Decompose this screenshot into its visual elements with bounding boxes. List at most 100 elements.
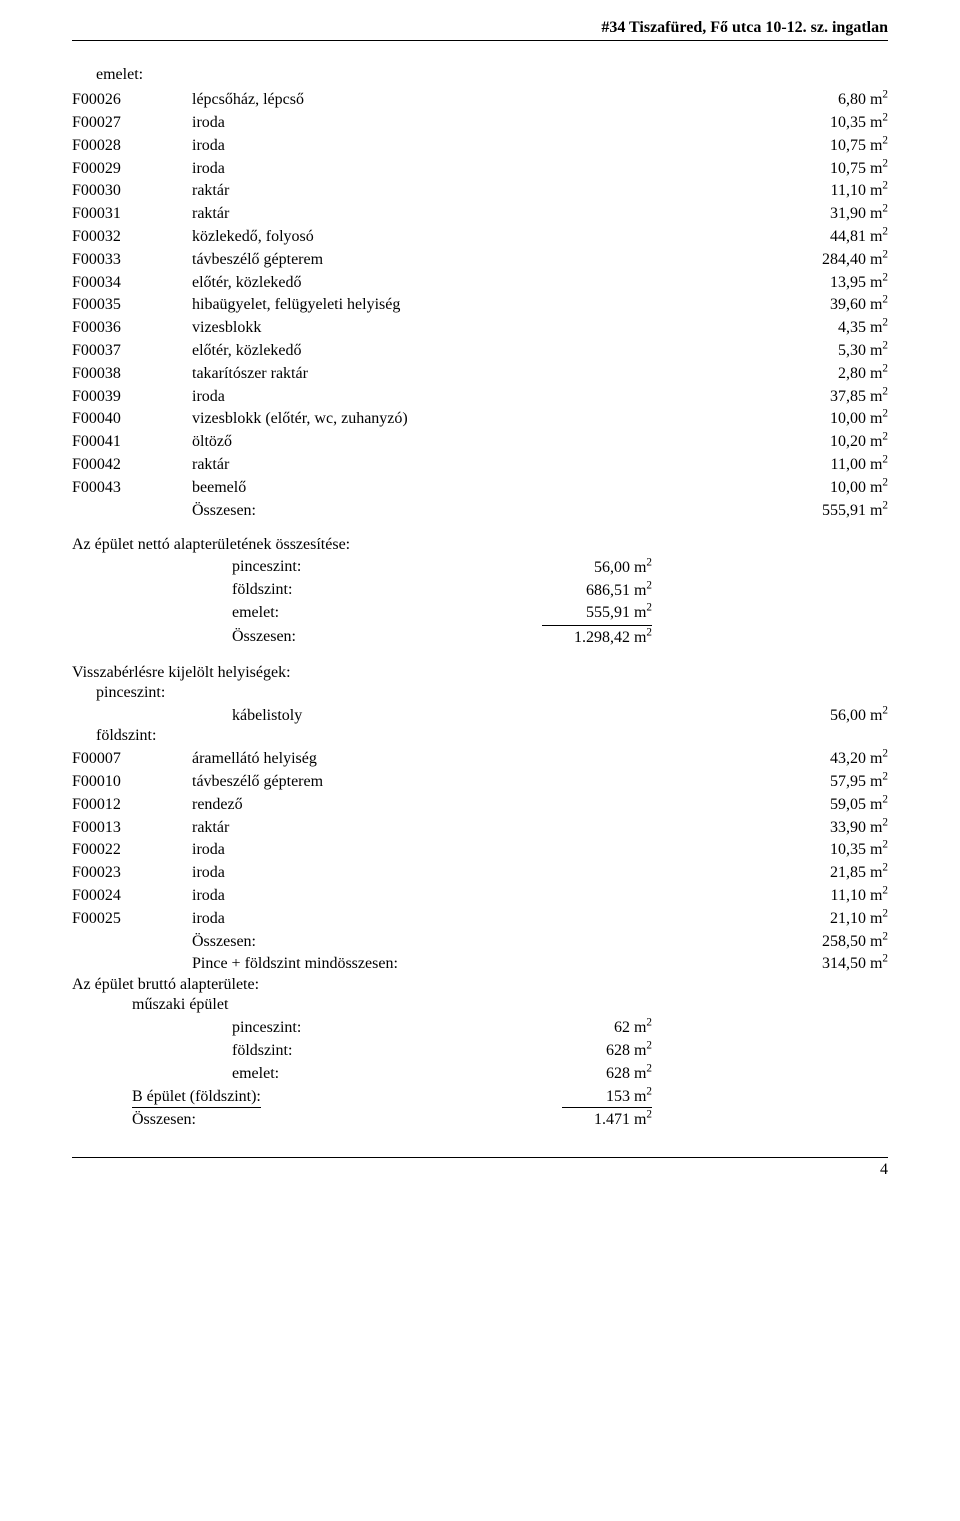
row-val: 10,75 m2 <box>758 156 888 179</box>
brutto-value: 628 m2 <box>507 1061 652 1084</box>
row-desc: iroda <box>192 838 758 861</box>
table-row: F00043beemelő10,00 m2 <box>72 475 888 498</box>
brutto-total-label: Összesen: <box>72 1108 507 1131</box>
brutto-b-row: B épület (földszint):153 m2 <box>72 1084 652 1108</box>
summary-label: földszint: <box>232 578 472 601</box>
table-row: F00029iroda10,75 m2 <box>72 156 888 179</box>
table-row: F00032közlekedő, folyosó44,81 m2 <box>72 225 888 248</box>
row-val: 6,80 m2 <box>758 88 888 111</box>
row-code: F00023 <box>72 861 192 884</box>
table-row: F00022iroda10,35 m2 <box>72 838 888 861</box>
row-val: 21,85 m2 <box>758 861 888 884</box>
summary-row: Összesen:1.298,42 m2 <box>232 626 652 649</box>
row-desc: távbeszélő gépterem <box>192 248 758 271</box>
row-code: F00041 <box>72 430 192 453</box>
row-val: 11,10 m2 <box>758 179 888 202</box>
pince-row-val: 56,00 <box>830 707 866 724</box>
section-emelet-label: emelet: <box>96 65 888 85</box>
total-label: Összesen: <box>192 498 758 521</box>
table-row: F00025iroda21,10 m2 <box>72 907 888 930</box>
row-val: 43,20 m2 <box>758 747 888 770</box>
table-total-row: Összesen:555,91 m2 <box>72 498 888 521</box>
row-code: F00026 <box>72 88 192 111</box>
summary-label: pinceszint: <box>232 556 472 579</box>
summary-label: emelet: <box>232 601 472 626</box>
row-desc: hibaügyelet, felügyeleti helyiség <box>192 293 758 316</box>
table-row: F00042raktár11,00 m2 <box>72 453 888 476</box>
row-desc: beemelő <box>192 475 758 498</box>
brutto-table: pinceszint:62 m2földszint:628 m2emelet:6… <box>72 1016 652 1131</box>
row-val: 31,90 m2 <box>758 202 888 225</box>
row-code: F00010 <box>72 770 192 793</box>
summary-value: 686,51 m2 <box>472 578 652 601</box>
table-row: F00039iroda37,85 m2 <box>72 384 888 407</box>
row-val: 284,40 m2 <box>758 248 888 271</box>
row-code: F00031 <box>72 202 192 225</box>
table-row: F00034előtér, közlekedő13,95 m2 <box>72 270 888 293</box>
table-row: F00024iroda11,10 m2 <box>72 884 888 907</box>
grand-label: Pince + földszint mindösszesen: <box>192 952 758 975</box>
table-grand-row: Pince + földszint mindösszesen:314,50 m2 <box>72 952 888 975</box>
vissza-title: Visszabérlésre kijelölt helyiségek: <box>72 663 888 683</box>
row-code: F00040 <box>72 407 192 430</box>
total-value: 555,91 m2 <box>758 498 888 521</box>
summary-label: Összesen: <box>232 626 472 649</box>
summary-value: 56,00 m2 <box>472 556 652 579</box>
row-code: F00007 <box>72 747 192 770</box>
brutto-label: pinceszint: <box>72 1016 507 1039</box>
row-val: 57,95 m2 <box>758 770 888 793</box>
row-desc: iroda <box>192 861 758 884</box>
row-val: 21,10 m2 <box>758 907 888 930</box>
table-row: F00040vizesblokk (előtér, wc, zuhanyzó)1… <box>72 407 888 430</box>
row-code: F00042 <box>72 453 192 476</box>
row-desc: előtér, közlekedő <box>192 339 758 362</box>
brutto-row: földszint:628 m2 <box>72 1039 652 1062</box>
row-code: F00027 <box>72 111 192 134</box>
row-val: 10,20 m2 <box>758 430 888 453</box>
row-desc: áramellátó helyiség <box>192 747 758 770</box>
row-val: 5,30 m2 <box>758 339 888 362</box>
brutto-label: földszint: <box>72 1039 507 1062</box>
row-desc: iroda <box>192 134 758 157</box>
row-desc: közlekedő, folyosó <box>192 225 758 248</box>
summary-row: földszint:686,51 m2 <box>232 578 652 601</box>
summary-value: 555,91 m2 <box>472 601 652 626</box>
row-val: 4,35 m2 <box>758 316 888 339</box>
table-row: F00010távbeszélő gépterem57,95 m2 <box>72 770 888 793</box>
table-row: F00026lépcsőház, lépcső6,80 m2 <box>72 88 888 111</box>
row-desc: előtér, közlekedő <box>192 270 758 293</box>
netto-title: Az épület nettó alapterületének összesít… <box>72 535 888 555</box>
row-desc: iroda <box>192 156 758 179</box>
row-val: 33,90 m2 <box>758 815 888 838</box>
table-row: F00036vizesblokk4,35 m2 <box>72 316 888 339</box>
row-code: F00034 <box>72 270 192 293</box>
row-val: 10,00 m2 <box>758 407 888 430</box>
table-row: F00023iroda21,85 m2 <box>72 861 888 884</box>
table-row: F00041öltöző10,20 m2 <box>72 430 888 453</box>
row-desc: iroda <box>192 907 758 930</box>
table-row: F00013raktár33,90 m2 <box>72 815 888 838</box>
table-row: F00007áramellátó helyiség43,20 m2 <box>72 747 888 770</box>
row-val: 44,81 m2 <box>758 225 888 248</box>
row-code: F00043 <box>72 475 192 498</box>
table-row: F00038takarítószer raktár2,80 m2 <box>72 362 888 385</box>
brutto-title: Az épület bruttó alapterülete: <box>72 975 888 995</box>
row-code: F00036 <box>72 316 192 339</box>
table-row: F00033távbeszélő gépterem284,40 m2 <box>72 248 888 271</box>
brutto-value: 628 m2 <box>507 1039 652 1062</box>
row-desc: lépcsőház, lépcső <box>192 88 758 111</box>
grand-value: 314,50 m2 <box>758 952 888 975</box>
row-desc: raktár <box>192 202 758 225</box>
row-desc: vizesblokk (előtér, wc, zuhanyzó) <box>192 407 758 430</box>
brutto-muszaki-label: műszaki épület <box>72 995 888 1015</box>
row-code: F00022 <box>72 838 192 861</box>
row-code: F00033 <box>72 248 192 271</box>
row-val: 59,05 m2 <box>758 793 888 816</box>
row-code: F00039 <box>72 384 192 407</box>
table-row: F00031raktár31,90 m2 <box>72 202 888 225</box>
row-desc: takarítószer raktár <box>192 362 758 385</box>
row-desc: raktár <box>192 815 758 838</box>
row-code: F00038 <box>72 362 192 385</box>
row-code: F00028 <box>72 134 192 157</box>
row-desc: rendező <box>192 793 758 816</box>
